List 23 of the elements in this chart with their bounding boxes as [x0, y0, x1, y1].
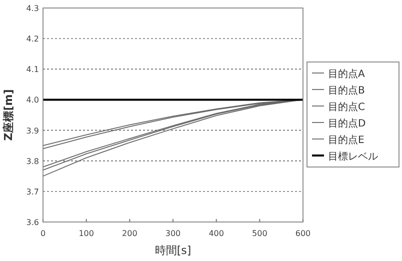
legend-label: 目標レベル: [328, 150, 378, 162]
y-tick-label: 4.1: [26, 65, 39, 74]
y-tick-label: 4.0: [26, 96, 39, 105]
y-axis-title: Z座標[m]: [2, 89, 15, 141]
y-tick-label: 3.8: [26, 156, 39, 166]
y-tick-label: 4.2: [26, 34, 39, 44]
legend-label: 目的点A: [328, 68, 365, 80]
y-tick-label: 3.6: [26, 218, 39, 227]
x-tick-label: 200: [122, 229, 138, 238]
x-tick-label: 400: [208, 229, 224, 238]
y-tick-label: 3.9: [26, 126, 39, 136]
x-tick-label: 300: [165, 229, 181, 238]
x-tick-label: 500: [252, 229, 268, 238]
legend-label: 目的点D: [328, 118, 366, 130]
y-tick-label: 4.3: [26, 4, 39, 13]
x-tick-label: 100: [78, 229, 94, 238]
legend-label: 目的点C: [328, 101, 365, 113]
x-tick-label: 0: [40, 229, 46, 238]
y-tick-label: 3.7: [26, 187, 39, 196]
legend-label: 目的点B: [328, 84, 365, 96]
x-axis-title: 時間[s]: [154, 244, 192, 257]
x-tick-label: 600: [295, 229, 311, 238]
legend-label: 目的点E: [328, 134, 364, 146]
